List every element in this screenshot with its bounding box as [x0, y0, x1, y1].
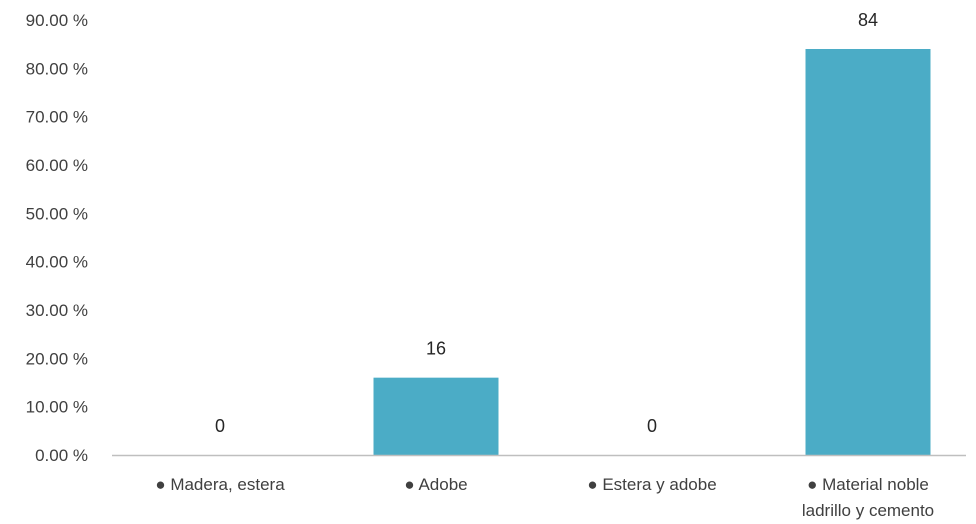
y-tick-label: 90.00 % [26, 11, 88, 30]
x-category-label: ● Adobe [404, 475, 467, 494]
y-tick-label: 30.00 % [26, 301, 88, 320]
y-tick-label: 50.00 % [26, 204, 88, 223]
y-tick-label: 10.00 % [26, 398, 88, 417]
x-category-label: ● Estera y adobe [587, 475, 716, 494]
y-tick-label: 40.00 % [26, 253, 88, 272]
y-tick-label: 70.00 % [26, 108, 88, 127]
data-label: 0 [647, 416, 657, 436]
y-tick-label: 80.00 % [26, 59, 88, 78]
x-axis-category-labels: ● Madera, estera ● Adobe ● Estera y adobe ●… [155, 475, 934, 520]
data-label: 16 [426, 339, 446, 359]
y-tick-label: 20.00 % [26, 349, 88, 368]
y-tick-label: 60.00 % [26, 156, 88, 175]
x-category-label: ● Material noble ladrillo y cemento [802, 475, 934, 520]
bar [373, 377, 499, 455]
y-tick-label: 0.00 % [35, 446, 88, 465]
x-category-label: ● Madera, estera [155, 475, 285, 494]
data-labels: 0 16 0 84 [215, 10, 878, 436]
bar [805, 49, 931, 455]
data-label: 0 [215, 416, 225, 436]
data-label: 84 [858, 10, 878, 30]
bars [373, 49, 931, 455]
y-axis-tick-labels: 0.00 % 10.00 % 20.00 % 30.00 % 40.00 % 50.00 … [26, 11, 88, 465]
